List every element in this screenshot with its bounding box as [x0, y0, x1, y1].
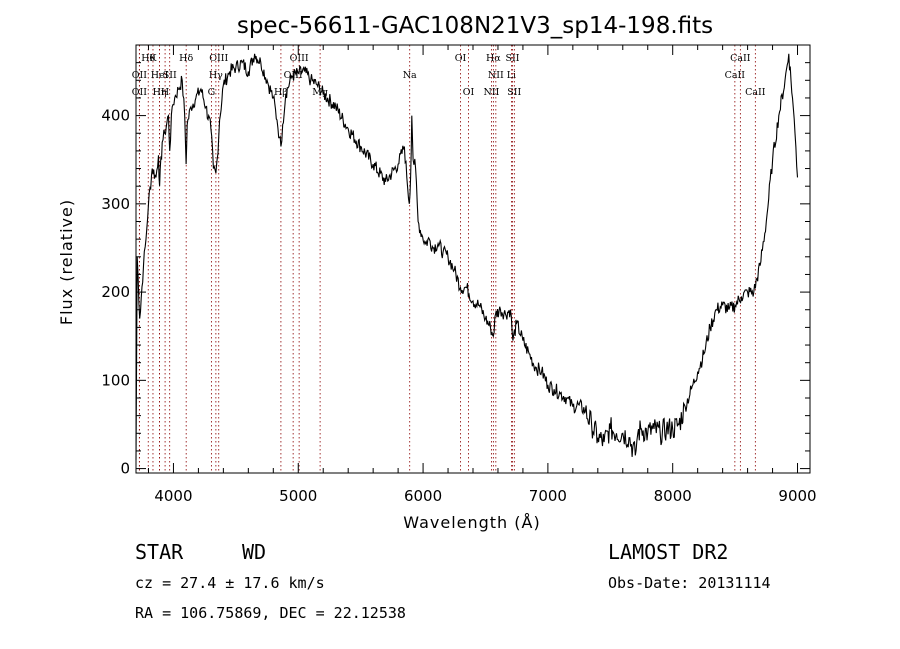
plot-frame	[135, 44, 811, 474]
line-marker-label-2: Hδ	[179, 53, 193, 64]
y-tick-label-400: 400	[101, 107, 130, 125]
line-marker-label-24: OI	[463, 87, 475, 98]
line-marker-label-6: Hα	[486, 53, 501, 64]
chart-title: spec-56611-GAC108N21V3_sp14-198.fits	[237, 13, 713, 39]
obs-date: Obs-Date: 20131114	[608, 574, 771, 592]
line-marker-label-9: OII	[132, 70, 148, 81]
line-marker-label-4: OIII	[290, 53, 309, 64]
line-marker-label-8: CaII	[730, 53, 751, 64]
line-marker-label-26: SII	[507, 87, 521, 98]
line-marker-label-25: NII	[484, 87, 500, 98]
x-tick-label-4000: 4000	[154, 487, 192, 505]
spectrum-line	[135, 53, 799, 460]
line-marker-label-22: Hβ	[274, 87, 288, 98]
line-marker-label-14: Na	[403, 70, 417, 81]
line-marker-label-1: K	[149, 53, 157, 64]
line-marker-label-20: H	[161, 87, 169, 98]
y-tick-label-100: 100	[101, 371, 130, 389]
x-tick-label-5000: 5000	[279, 487, 317, 505]
y-axis-label: Flux (relative)	[57, 199, 76, 325]
x-tick-label-6000: 6000	[404, 487, 442, 505]
x-tick-label-7000: 7000	[529, 487, 567, 505]
x-axis-label: Wavelength (Å)	[403, 513, 540, 532]
coordinates: RA = 106.75869, DEC = 22.12538	[135, 604, 406, 622]
y-tick-label-200: 200	[101, 283, 130, 301]
line-marker-label-21: G	[208, 87, 216, 98]
object-class: STAR	[135, 540, 184, 564]
object-subclass: WD	[242, 540, 267, 564]
line-marker-label-19: Hη	[153, 87, 167, 98]
line-marker-label-10: HeI	[151, 70, 169, 81]
line-marker-label-15: NII	[488, 70, 504, 81]
survey-name: LAMOST DR2	[608, 540, 729, 564]
line-marker-label-27: CaII	[745, 87, 766, 98]
line-marker-label-3: OIII	[209, 53, 228, 64]
line-marker-label-7: SII	[506, 53, 520, 64]
axis-ticks: 4000 5000 6000 7000 8000 9000 0 100 200 300 400	[101, 45, 817, 505]
line-marker-label-11: SII	[163, 70, 177, 81]
redshift-cz: cz = 27.4 ± 17.6 km/s	[135, 574, 325, 592]
line-marker-label-13: OIII	[284, 70, 303, 81]
line-marker-label-0: Hθ	[141, 53, 155, 64]
line-marker-label-5: OI	[455, 53, 467, 64]
line-marker-label-17: CaII	[725, 70, 746, 81]
spectrum-chart: spec-56611-GAC108N21V3_sp14-198.fits HθK…	[57, 13, 817, 532]
x-tick-label-9000: 9000	[778, 487, 816, 505]
y-tick-label-300: 300	[101, 195, 130, 213]
x-tick-label-8000: 8000	[654, 487, 692, 505]
line-marker-label-16: Li	[507, 70, 516, 81]
line-marker-label-12: Hγ	[209, 70, 223, 81]
y-tick-label-0: 0	[120, 460, 130, 478]
line-marker-label-18: OII	[132, 87, 148, 98]
